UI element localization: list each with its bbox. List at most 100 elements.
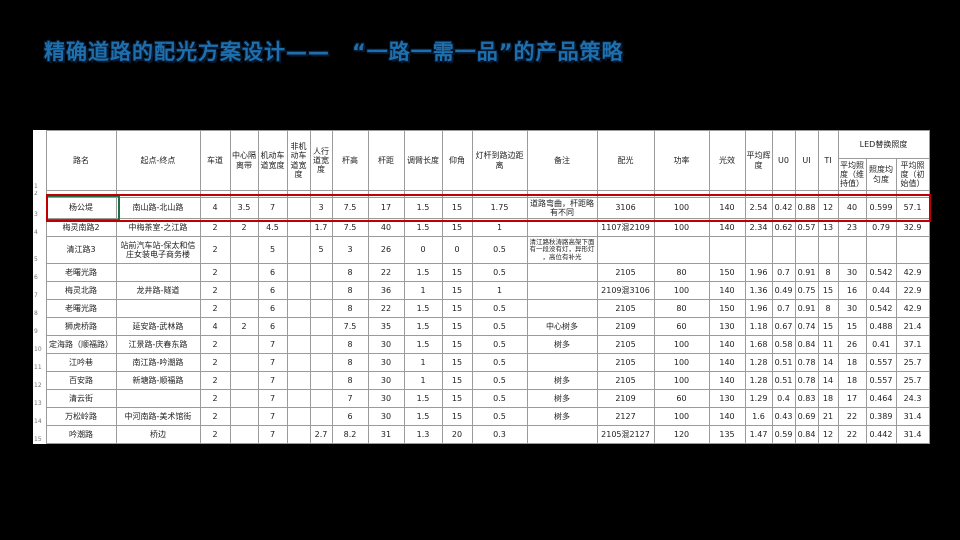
table-cell: 延安路-武林路 [115,316,201,336]
table-cell: 7 [257,352,288,372]
table-cell: 梅灵北路 [45,280,117,300]
table-cell: 1.5 [403,316,443,336]
table-cell: 4 [199,316,231,336]
table-cell: 吟潮路 [45,424,117,444]
table-cell: 树多 [526,388,598,408]
table-cell [526,298,598,318]
table-cell: 23 [837,217,867,237]
table-cell [309,298,333,318]
table-cell [526,262,598,282]
row-number: 14 [33,407,46,426]
led-sub-header-3: 平均照度（初始值） [895,158,930,191]
table-cell: 100 [653,196,710,219]
table-row: 8 老曙光路 2 6 8 22 1.5 15 0.5 2105 80 150 1.96 0.7 0.91 8 3… [33,298,930,318]
column-header-19: UI [794,130,819,191]
table-cell: 26 [367,235,405,264]
table-cell: 15 [441,196,473,219]
table-cell: 中河南路-美术馆街 [115,406,201,426]
table-cell: 0 [403,235,443,264]
table-cell: 0.69 [794,406,819,426]
table-cell: 1.7 [309,217,333,237]
table-cell: 0.599 [865,196,897,219]
table-cell: 8 [331,352,369,372]
table-cell: 7 [257,424,288,444]
table-cell [229,334,259,354]
table-cell [526,424,598,444]
table-cell: 140 [708,334,746,354]
row-number: 8 [33,299,46,318]
table-cell [286,352,311,372]
table-cell: 2 [199,370,231,390]
column-header-14: 配光 [596,130,655,191]
table-cell: 35 [367,316,405,336]
table-row: 13 清云街 2 7 7 30 1.5 15 0.5 树多 2109 60 130 1.29 0.4 0.83… [33,388,930,408]
table-cell: 0.91 [794,298,819,318]
table-cell: 2105 [596,334,655,354]
table-cell: 定海路（顺福路） [45,334,117,354]
table-cell [441,190,473,198]
table-cell: 树多 [526,334,598,354]
lighting-spec-table: 1 路名 起点-终点 车道 中心隔离带 机动车道宽度 非机动车道宽度 人行道宽度 杆高 杆距 调臂长… [33,130,930,444]
table-cell: 4.5 [257,217,288,237]
table-cell [653,235,710,264]
table-cell: 0.41 [865,334,897,354]
table-cell: 30 [837,262,867,282]
table-cell: 0.91 [794,262,819,282]
table-cell: 140 [708,370,746,390]
table-cell: 2.34 [744,217,773,237]
table-cell: 3106 [596,196,655,219]
table-row: 15 吟潮路 桥边 2 7 2.7 8.2 31 1.3 20 0.3 2105混2127 120 135… [33,424,930,444]
column-header-17: 平均辉度 [744,130,773,191]
table-cell: 6 [257,262,288,282]
table-cell: 1 [403,352,443,372]
table-cell: 22 [837,406,867,426]
table-cell: 0.557 [865,370,897,390]
row-number: 7 [33,281,46,300]
table-cell: 100 [653,217,710,237]
table-cell [309,190,333,198]
table-cell: 0.83 [794,388,819,408]
table-cell: 0.5 [471,235,528,264]
table-cell [817,190,839,198]
column-header-1: 路名 [45,130,117,191]
table-cell: 8 [331,334,369,354]
table-cell: 0 [441,235,473,264]
table-cell: 0.67 [771,316,796,336]
table-cell: 57.1 [895,196,930,219]
table-cell: 6 [331,406,369,426]
table-cell: 15 [441,217,473,237]
row-number: 6 [33,263,46,282]
table-cell: 12 [817,196,839,219]
table-cell: 0.78 [794,352,819,372]
table-cell: 2.54 [744,196,773,219]
table-cell: 狮虎桥路 [45,316,117,336]
table-cell: 15 [441,370,473,390]
table-cell: 站前汽车站-保太和信庄女装电子商务楼 [115,235,201,264]
table-cell: 2105混2127 [596,424,655,444]
table-cell: 1 [471,217,528,237]
table-cell [744,235,773,264]
column-header-12: 灯杆到路边距离 [471,130,528,191]
table-cell: 5 [309,235,333,264]
table-cell: 0.58 [771,334,796,354]
table-cell [367,190,405,198]
table-cell: 22 [367,298,405,318]
table-cell: 150 [708,298,746,318]
column-header-7: 人行道宽度 [309,130,333,191]
table-cell: 15 [441,316,473,336]
table-cell: 7 [257,334,288,354]
table-cell: 0.79 [865,217,897,237]
table-cell: 24.3 [895,388,930,408]
row-number: 4 [33,218,46,237]
table-cell: 中心树多 [526,316,598,336]
table-cell: 2105 [596,262,655,282]
table-cell: 17 [837,388,867,408]
table-cell: 36 [367,280,405,300]
table-cell: 0.5 [471,334,528,354]
table-cell: 1.5 [403,196,443,219]
table-cell: 3 [309,196,333,219]
table-cell: 0.49 [771,280,796,300]
table-cell: 1.75 [471,196,528,219]
table-cell: 7.5 [331,196,369,219]
